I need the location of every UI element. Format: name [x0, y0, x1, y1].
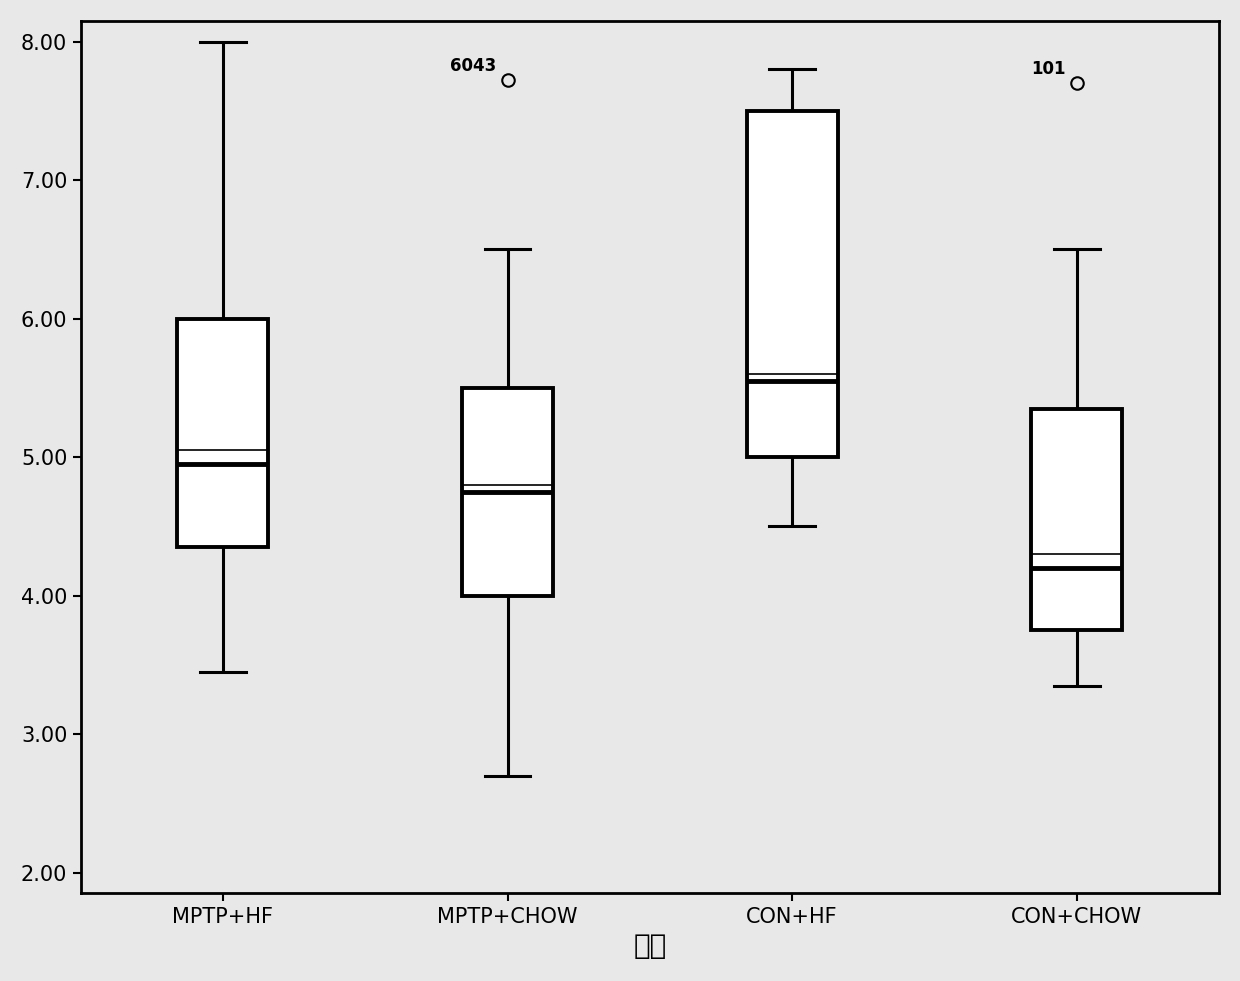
Text: 6043: 6043 [450, 57, 496, 75]
PathPatch shape [177, 319, 268, 547]
PathPatch shape [746, 111, 838, 457]
X-axis label: 分组: 分组 [634, 932, 666, 960]
PathPatch shape [463, 387, 553, 595]
PathPatch shape [1032, 409, 1122, 630]
Text: 101: 101 [1030, 60, 1065, 77]
